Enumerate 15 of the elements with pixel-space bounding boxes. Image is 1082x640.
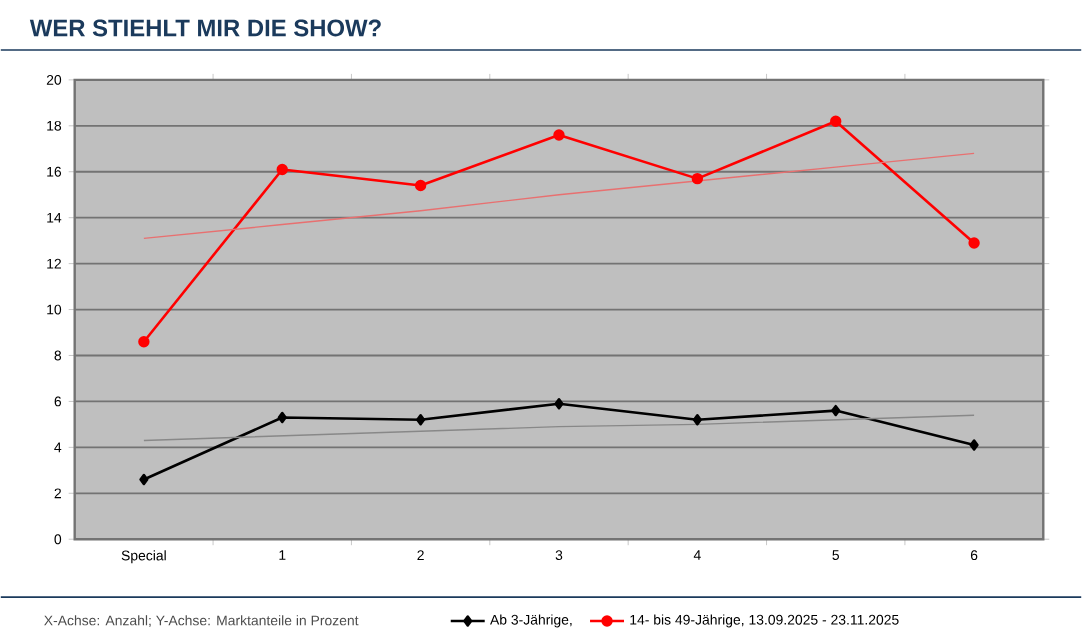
point <box>138 336 150 348</box>
point <box>691 173 704 185</box>
point <box>692 414 702 426</box>
point <box>831 405 841 417</box>
point <box>968 237 980 250</box>
point <box>553 129 565 142</box>
point <box>416 414 426 426</box>
point <box>554 398 564 410</box>
point <box>830 115 842 128</box>
point <box>276 164 288 176</box>
chart-title: WER STIEHLT MIR DIE SHOW? <box>29 19 381 37</box>
point <box>277 412 287 424</box>
point <box>969 439 979 452</box>
point <box>139 474 149 486</box>
point <box>414 180 427 192</box>
